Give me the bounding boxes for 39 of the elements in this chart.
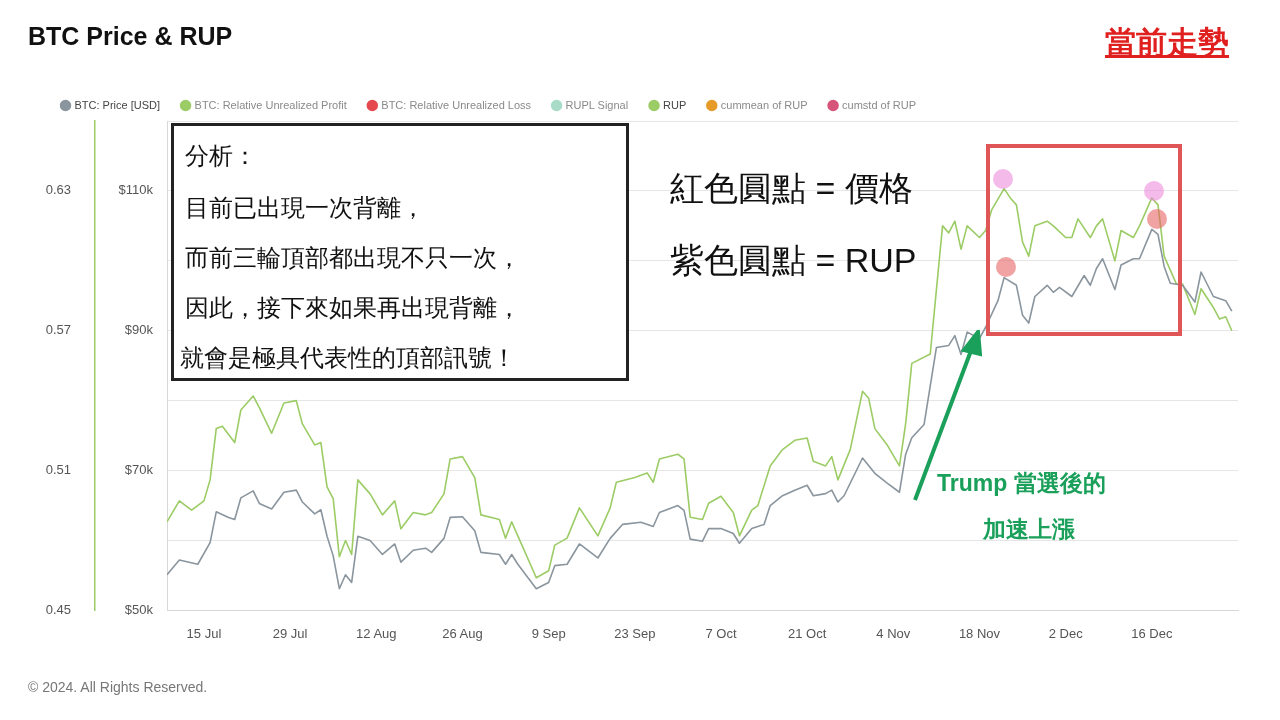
text: © 2024. All Rights Reserved.: [28, 679, 208, 695]
y2-tick-label: 0.57: [45, 322, 71, 338]
legend-label: RUPL Signal: [565, 98, 629, 111]
annotation: 而前三輪頂部都出現不只一次，: [185, 243, 521, 273]
legend-label: BTC: Relative Unrealized Profit: [194, 98, 347, 111]
y2-tick-label: 0.63: [45, 182, 71, 198]
x-tick-label: 9 Sep: [531, 625, 566, 641]
x-tick-label: 2 Dec: [1048, 625, 1084, 641]
y2-tick-label: 0.45: [45, 601, 71, 617]
x-tick-label: 12 Aug: [356, 625, 397, 641]
x-tick-label: 16 Dec: [1131, 625, 1173, 641]
x-tick-label: 4 Nov: [876, 625, 911, 641]
y-tick-label: $70k: [124, 462, 154, 478]
annotation: 紅色圓點 = 價格: [670, 168, 913, 209]
x-tick-label: 7 Oct: [705, 625, 737, 641]
annotation: 加速上漲: [983, 515, 1075, 544]
y-tick-label: $110k: [118, 182, 154, 198]
x-tick-label: 15 Jul: [186, 625, 222, 641]
x-tick-label: 29 Jul: [272, 625, 308, 641]
legend-label: RUP: [663, 98, 687, 111]
y-tick-label: $50k: [124, 601, 154, 617]
annotation: 分析：: [185, 141, 257, 171]
chart-title: BTC Price & RUP: [28, 22, 233, 51]
x-tick-label: 26 Aug: [442, 625, 483, 641]
annotation: 紫色圓點 = RUP: [670, 240, 917, 281]
x-tick-label: 21 Oct: [787, 625, 827, 641]
annotation: 就會是極具代表性的頂部訊號！: [180, 343, 516, 373]
annotation: 因此，接下來如果再出現背離，: [185, 293, 521, 323]
legend-label: cummean of RUP: [720, 98, 808, 111]
legend-label: cumstd of RUP: [842, 98, 917, 111]
x-tick-label: 23 Sep: [614, 625, 656, 641]
x-tick-label: 18 Nov: [958, 625, 1001, 641]
y2-tick-label: 0.51: [45, 462, 71, 478]
y-tick-label: $90k: [124, 322, 154, 338]
annotation: 目前已出現一次背離，: [185, 193, 425, 223]
annotation: Trump 當選後的: [937, 469, 1106, 498]
legend-label: BTC: Price [USD]: [74, 98, 161, 111]
legend-label: BTC: Relative Unrealized Loss: [381, 98, 532, 111]
text: 當前走勢: [1105, 24, 1229, 62]
